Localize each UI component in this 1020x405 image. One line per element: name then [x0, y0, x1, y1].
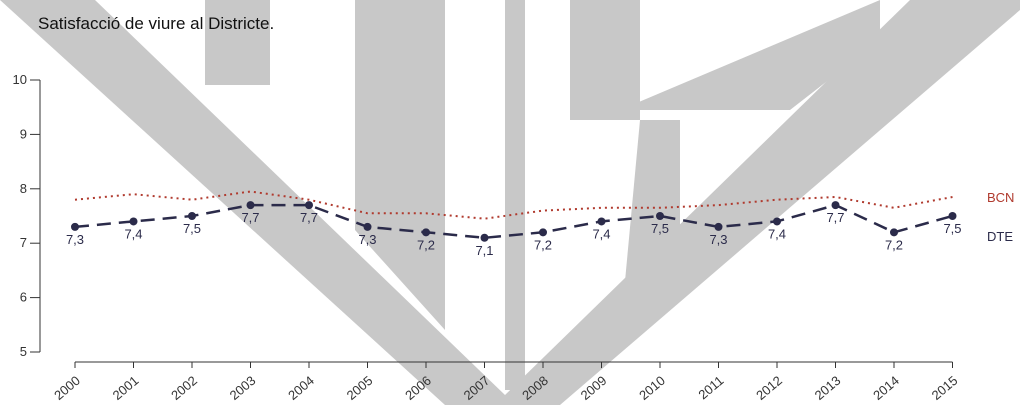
data-label: 7,2	[885, 237, 903, 252]
watermark-shape-5	[570, 0, 640, 120]
y-tick-label: 5	[20, 344, 27, 359]
data-point	[129, 217, 138, 226]
data-point	[597, 217, 606, 226]
data-label: 7,4	[592, 226, 610, 241]
series-name-dte: DTE	[987, 229, 1013, 244]
data-point	[71, 222, 79, 231]
data-label: 7,4	[124, 226, 142, 241]
data-label: 7,1	[475, 243, 493, 258]
x-tick-label: 2015	[929, 373, 961, 403]
y-tick-label: 7	[20, 235, 27, 250]
x-tick-label: 2010	[636, 373, 668, 403]
data-point	[656, 212, 664, 220]
data-point	[773, 217, 781, 226]
y-tick-label: 8	[20, 181, 27, 196]
data-point	[305, 201, 313, 210]
watermark-shape-4	[505, 0, 525, 390]
x-tick-label: 2003	[227, 373, 259, 403]
data-point	[480, 233, 489, 242]
data-label: 7,3	[66, 232, 84, 247]
series-dte: 7,3 7,4 7,5 7,7 7,7 7,3 7,2 7,1 7,2 7,4 7,5 7,3 7,4 7…	[66, 201, 1013, 258]
data-label: 7,7	[826, 210, 844, 225]
x-tick-label: 2000	[51, 373, 83, 403]
data-point	[246, 201, 255, 210]
data-label: 7,2	[534, 237, 552, 252]
x-tick-label: 2005	[344, 373, 376, 403]
data-label: 7,7	[300, 210, 318, 225]
data-point	[539, 228, 547, 237]
x-tick-label: 2014	[870, 373, 902, 403]
x-tick-label: 2012	[753, 373, 785, 403]
x-tick-label: 2004	[285, 373, 317, 403]
y-tick-label: 9	[20, 126, 27, 141]
data-label: 7,5	[943, 221, 961, 236]
data-label: 7,3	[358, 232, 376, 247]
data-label: 7,4	[768, 226, 786, 241]
x-tick-label: 2002	[168, 373, 200, 403]
data-point	[948, 212, 957, 220]
data-label: 7,5	[651, 221, 669, 236]
watermark-shape-6	[620, 0, 880, 110]
data-point	[714, 222, 723, 231]
series-name-bcn: BCN	[987, 190, 1014, 205]
data-label: 7,3	[709, 232, 727, 247]
y-tick-label: 6	[20, 290, 27, 305]
series-bcn: BCN	[74, 190, 1014, 220]
x-tick-label: 2013	[812, 373, 844, 403]
chart-title: Satisfacció de viure al Districte.	[38, 14, 274, 33]
data-point	[890, 228, 898, 237]
watermark-shape-3	[355, 0, 445, 330]
data-point	[188, 212, 196, 220]
x-tick-label: 2001	[110, 373, 142, 403]
watermark-shape-2	[205, 0, 270, 85]
data-point	[831, 201, 840, 210]
data-label: 7,5	[183, 221, 201, 236]
data-point	[422, 228, 430, 237]
watermark-shape-7	[620, 120, 680, 335]
series-line-dte	[74, 203, 953, 240]
data-label: 7,2	[417, 237, 435, 252]
x-tick-label: 2011	[695, 373, 726, 402]
y-tick-label: 10	[13, 72, 27, 87]
data-point	[363, 222, 372, 231]
data-label: 7,7	[241, 210, 259, 225]
